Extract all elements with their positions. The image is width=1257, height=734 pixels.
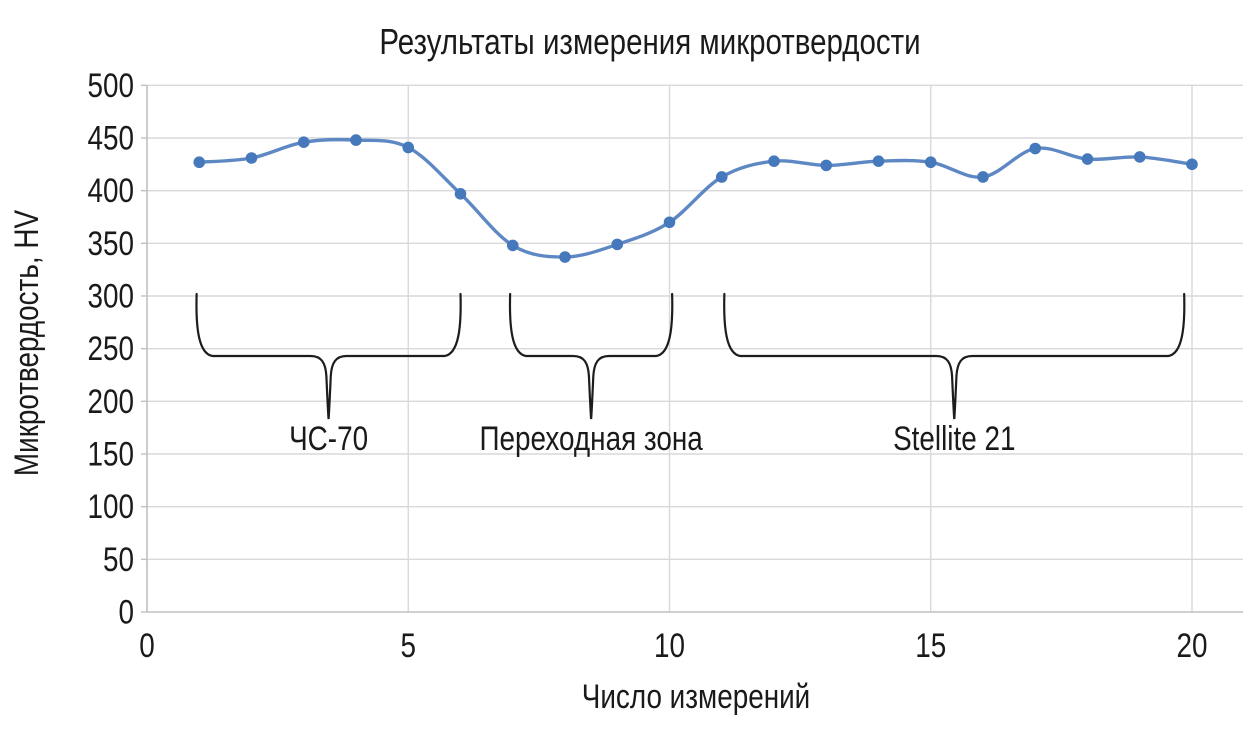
tick-label-layer: 0 50 100 150 200 250 300 350 400 450 500 0 5 10 15 20 <box>87 66 1207 664</box>
y-tick-label: 350 <box>87 224 134 262</box>
x-axis-title: Число измерений <box>582 677 810 715</box>
y-tick-label: 500 <box>87 66 134 104</box>
zone-brace <box>723 292 1186 420</box>
y-tick-label: 250 <box>87 330 134 368</box>
data-point-marker <box>872 155 885 167</box>
x-tick-label: 10 <box>654 626 685 664</box>
data-point-marker <box>506 239 519 252</box>
y-tick-label: 50 <box>103 540 134 578</box>
data-point-marker <box>402 141 415 154</box>
data-point-marker <box>559 251 571 263</box>
x-tick-label: 0 <box>139 626 155 664</box>
data-point-marker <box>977 171 989 183</box>
data-point-marker <box>1186 158 1198 171</box>
data-point-marker <box>820 159 833 172</box>
data-point-marker <box>454 188 467 200</box>
data-point-marker <box>924 156 937 169</box>
zone-label: Stellite 21 <box>893 419 1015 457</box>
zone-brace-layer: ЧС-70 Переходная зона Stellite 21 <box>195 292 1186 458</box>
data-point-marker <box>768 155 780 167</box>
grid-layer <box>147 84 1243 612</box>
y-tick-label: 400 <box>87 172 134 210</box>
zone-label: ЧС-70 <box>289 419 368 457</box>
data-point-marker <box>663 216 676 229</box>
y-tick-label: 200 <box>87 382 134 420</box>
x-tick-label: 20 <box>1176 626 1207 664</box>
data-point-marker <box>1081 153 1094 165</box>
data-point-marker <box>245 152 258 164</box>
zone-brace <box>508 292 674 420</box>
y-tick-label: 150 <box>87 435 134 473</box>
chart-title: Результаты измерения микротвердости <box>379 21 920 61</box>
data-point-marker <box>611 238 624 251</box>
data-series-layer <box>193 134 1198 263</box>
data-point-marker <box>1133 151 1146 163</box>
data-point-marker <box>193 156 206 169</box>
data-point-marker <box>715 171 728 183</box>
zone-brace <box>195 292 462 420</box>
data-point-marker <box>297 136 310 149</box>
y-axis-title: Микротвердость, HV <box>7 210 45 476</box>
axis-layer <box>141 84 1243 613</box>
zone-label: Переходная зона <box>479 419 703 457</box>
y-tick-label: 0 <box>118 593 134 631</box>
x-tick-label: 15 <box>915 626 946 664</box>
x-tick-label: 5 <box>400 626 416 664</box>
y-tick-label: 300 <box>87 277 134 315</box>
data-point-marker <box>1029 142 1042 155</box>
series-line <box>197 137 1194 259</box>
y-tick-label: 450 <box>87 119 134 157</box>
data-point-marker <box>350 134 362 146</box>
y-tick-label: 100 <box>87 488 134 526</box>
